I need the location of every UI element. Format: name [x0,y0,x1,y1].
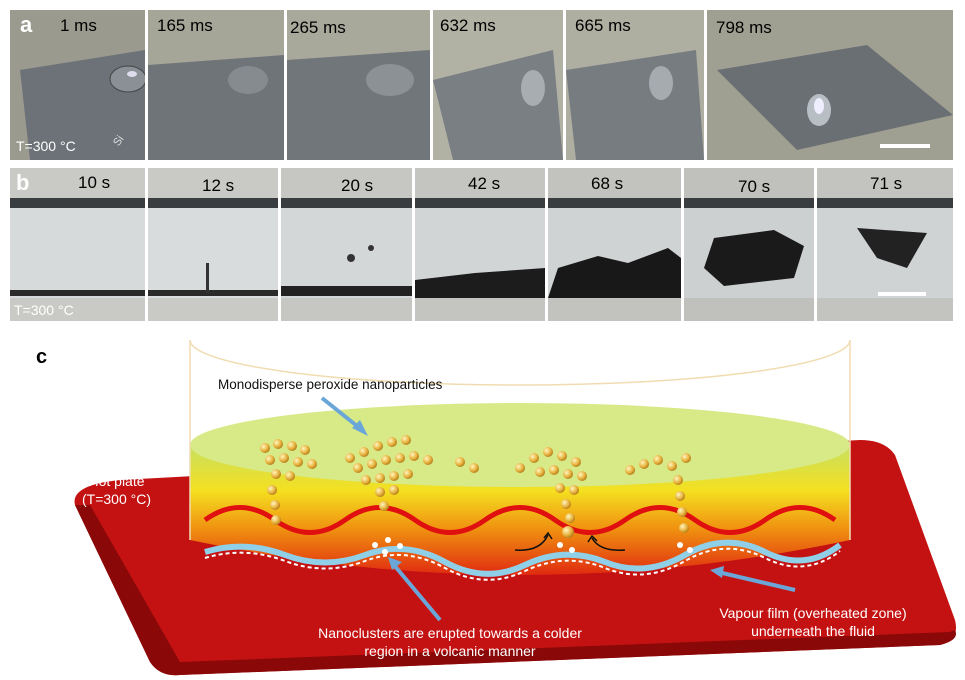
panel-a-time-1: 1 ms [60,16,97,35]
hot-plate-label-line1: Hot plate [88,473,145,489]
panel-a-frame-2 [148,10,284,160]
vapour-film-label-line1: Vapour film (overheated zone) [719,605,907,621]
panel-b-frame-6 [684,168,814,321]
panel-b-time-4: 42 s [468,174,501,193]
panel-b-frame-5 [548,168,681,321]
nanoclusters-label-line2: region in a volcanic manner [364,643,536,659]
vapour-film-label: Vapour film (overheated zone) underneath… [698,604,928,640]
flow-arrows [514,531,626,551]
panel-a-time-3: 265 ms [290,18,346,37]
panel-b-frame-1 [10,168,145,321]
panel-b-time-2: 12 s [202,176,235,195]
panel-a-letter: a [20,12,33,37]
panel-a-time-5: 665 ms [575,16,631,35]
panel-b-time-7: 71 s [870,174,903,193]
panel-b-frame-2 [148,168,278,321]
panel-a-frame-1 [10,10,145,160]
panel-b-time-1: 10 s [78,173,111,192]
nanoclusters-label-line1: Nanoclusters are erupted towards a colde… [318,625,582,641]
panel-b-frame-3 [281,168,412,321]
nanoparticles-label: Monodisperse peroxide nanoparticles [218,377,443,392]
dish-back-rim [189,340,851,386]
panel-b-time-5: 68 s [591,174,624,193]
panel-c-schematic [74,340,956,676]
panel-a-frame-3 [287,10,430,160]
panel-a-time-6: 798 ms [716,18,772,37]
hot-plate-label: Hot plate (T=300 °C) [82,472,151,508]
panel-b-frame-4 [415,168,545,321]
panel-b-letter: b [16,170,30,195]
panel-b-temperature: T=300 °C [14,302,74,318]
nanocluster-dots [372,537,693,555]
panel-b-time-6: 70 s [738,177,771,196]
convection-wave [203,505,837,535]
panel-c-letter: c [36,346,48,368]
panel-b-time-3: 20 s [341,176,374,195]
hot-plate-label-line2: (T=300 °C) [82,491,152,507]
vapour-film-label-line2: underneath the fluid [751,623,875,639]
nanoclusters-label: Nanoclusters are erupted towards a colde… [300,624,600,660]
panel-a-frame-4 [433,10,563,160]
panel-a-time-4: 632 ms [440,16,496,35]
panel-a-temperature: T=300 °C [16,138,76,154]
panel-a-frame-5 [566,10,704,160]
panel-a-frame-6 [707,10,953,160]
nanoparticles [260,435,691,538]
pointer-arrows [320,396,796,622]
panel-b-scale-bar [878,292,926,296]
panel-b-frame-7 [817,168,953,321]
vapour-film [204,539,842,577]
panel-a-scale-bar [880,144,930,148]
panel-a-time-2: 165 ms [157,16,213,35]
